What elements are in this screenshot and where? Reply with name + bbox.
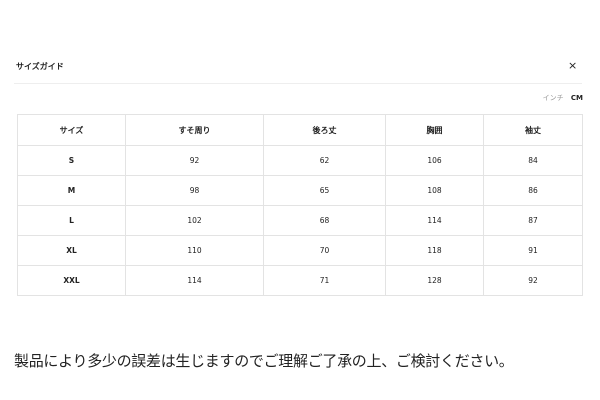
size-label: M [17, 175, 126, 206]
table-row: XXL 114 71 128 92 [17, 265, 583, 296]
table-row: M 98 65 108 86 [17, 175, 583, 206]
table-row: XL 110 70 118 91 [17, 235, 583, 266]
unit-inch-button[interactable]: インチ [542, 94, 564, 102]
table-cell: 114 [125, 265, 264, 296]
table-cell: 84 [483, 145, 583, 176]
column-header: 後ろ丈 [263, 114, 386, 146]
table-cell: 91 [483, 235, 583, 266]
divider [14, 83, 582, 84]
disclaimer-note: 製品により多少の誤差は生じますのでご理解ご了承の上、ご検討ください。 [14, 352, 514, 370]
table-cell: 68 [263, 205, 386, 236]
size-label: XXL [17, 265, 126, 296]
size-label: S [17, 145, 126, 176]
column-header: 胸囲 [385, 114, 484, 146]
table-cell: 114 [385, 205, 484, 236]
table-cell: 86 [483, 175, 583, 206]
unit-cm-button[interactable]: CM [570, 94, 583, 102]
table-cell: 71 [263, 265, 386, 296]
table-row: L 102 68 114 87 [17, 205, 583, 236]
table-cell: 110 [125, 235, 264, 266]
close-icon[interactable]: × [568, 59, 578, 72]
column-header: サイズ [17, 114, 126, 146]
size-label: L [17, 205, 126, 236]
table-cell: 87 [483, 205, 583, 236]
table-cell: 98 [125, 175, 264, 206]
table-cell: 128 [385, 265, 484, 296]
table-cell: 70 [263, 235, 386, 266]
dialog-title: サイズガイド [16, 62, 64, 71]
table-cell: 65 [263, 175, 386, 206]
column-header: 袖丈 [483, 114, 583, 146]
size-label: XL [17, 235, 126, 266]
column-header: すそ周り [125, 114, 264, 146]
table-cell: 102 [125, 205, 264, 236]
table-cell: 106 [385, 145, 484, 176]
size-table: サイズ すそ周り 後ろ丈 胸囲 袖丈 S 92 62 106 84 M 98 65 108 86 L… [17, 114, 583, 296]
table-cell: 92 [125, 145, 264, 176]
table-cell: 108 [385, 175, 484, 206]
table-cell: 62 [263, 145, 386, 176]
unit-toggle: インチ CM [543, 93, 583, 103]
table-header-row: サイズ すそ周り 後ろ丈 胸囲 袖丈 [17, 114, 583, 146]
table-cell: 118 [385, 235, 484, 266]
table-row: S 92 62 106 84 [17, 145, 583, 176]
table-cell: 92 [483, 265, 583, 296]
